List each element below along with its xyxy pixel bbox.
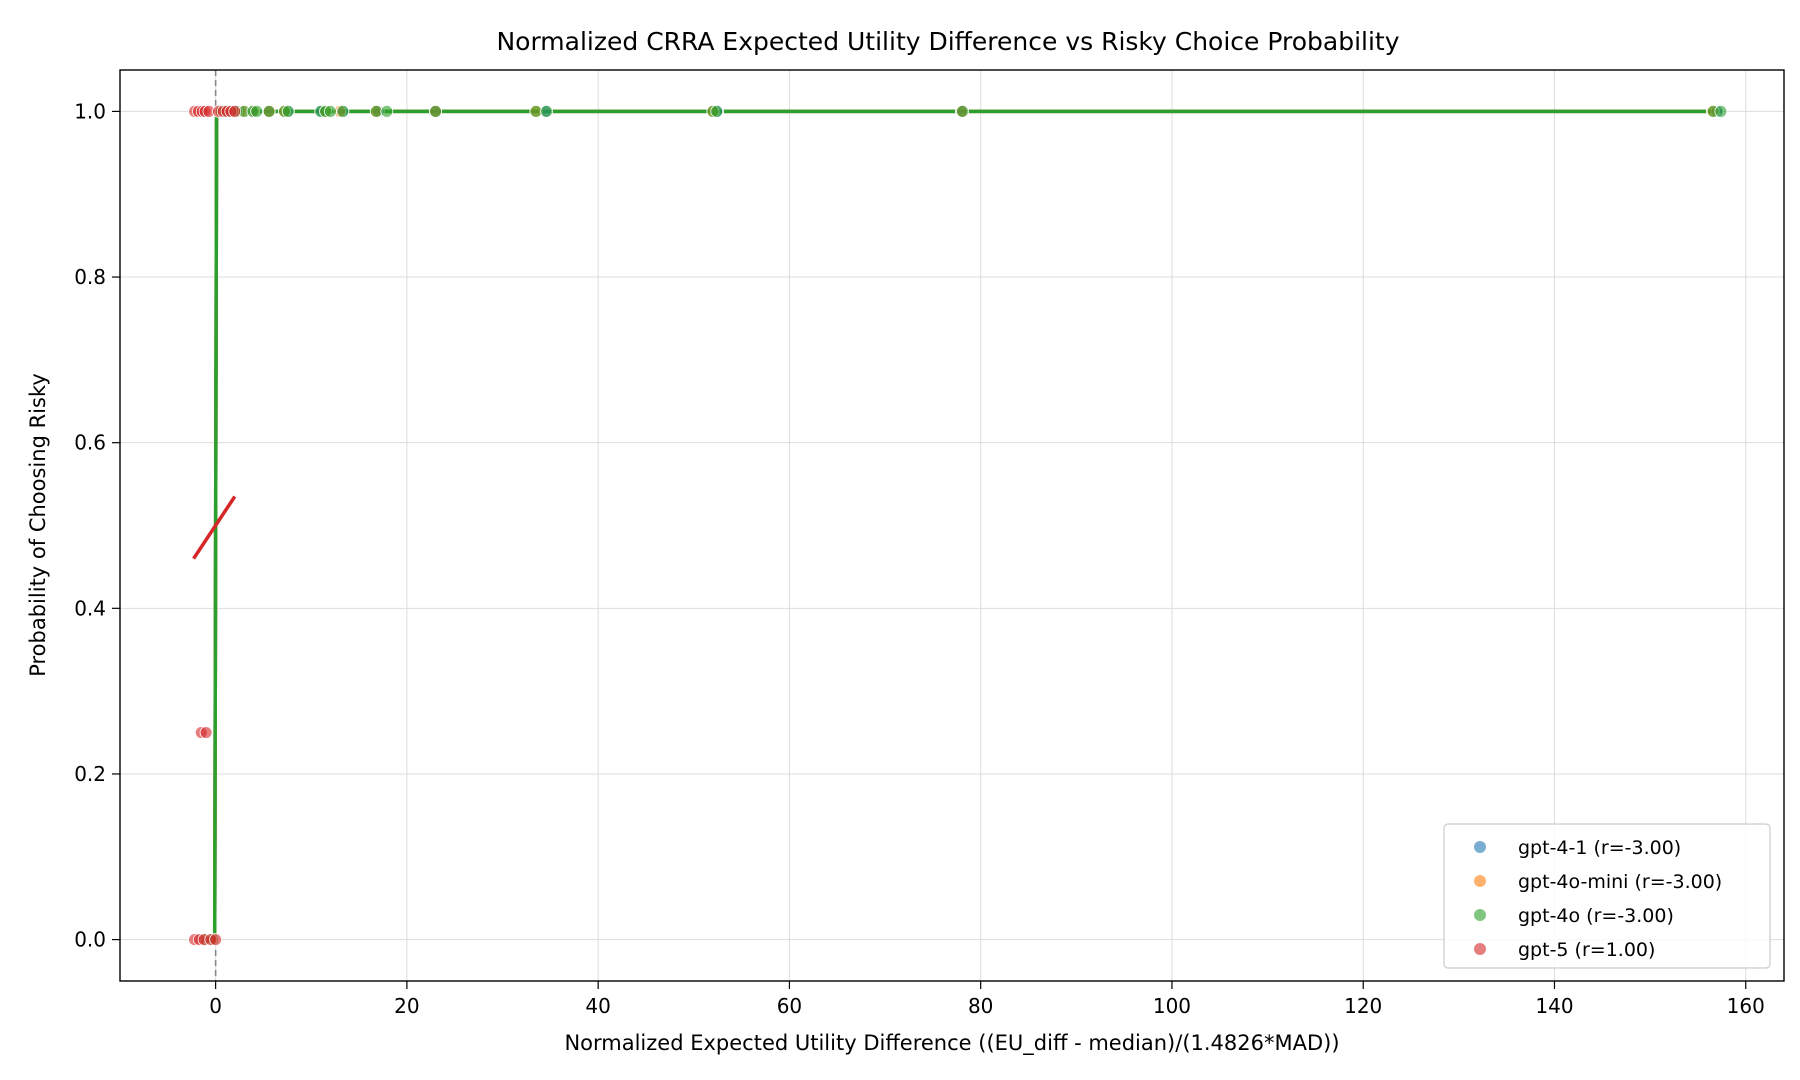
y-axis: 0.0 0.2 0.4 0.6 0.8 1.0 bbox=[74, 99, 120, 952]
y-tick-label: 0.4 bbox=[74, 596, 106, 620]
legend-label: gpt-4o-mini (r=-3.00) bbox=[1518, 871, 1722, 893]
fit-line bbox=[192, 495, 237, 560]
x-tick-label: 160 bbox=[1727, 994, 1765, 1018]
scatter-point bbox=[1714, 105, 1728, 118]
fit-line bbox=[211, 109, 1722, 942]
scatter-point bbox=[281, 105, 295, 118]
legend-box bbox=[1443, 823, 1771, 969]
fit-lines bbox=[192, 109, 1722, 942]
x-tick-label: 0 bbox=[209, 994, 222, 1018]
fit-line bbox=[211, 109, 1722, 942]
x-tick-label: 60 bbox=[777, 994, 802, 1018]
legend-label: gpt-4-1 (r=-3.00) bbox=[1518, 837, 1681, 859]
y-axis-label: Probability of Choosing Risky bbox=[26, 373, 50, 677]
legend-label: gpt-4o (r=-3.00) bbox=[1518, 905, 1674, 927]
x-axis: 0 20 40 60 80 100 120 140 160 bbox=[209, 981, 1765, 1018]
scatter-point bbox=[380, 105, 394, 118]
legend-marker bbox=[1474, 875, 1486, 887]
legend-marker bbox=[1474, 943, 1486, 955]
y-tick-label: 1.0 bbox=[74, 99, 106, 123]
legend-marker bbox=[1474, 841, 1486, 853]
legend-marker bbox=[1474, 909, 1486, 921]
legend-label: gpt-5 (r=1.00) bbox=[1518, 939, 1655, 961]
scatter-point bbox=[710, 105, 724, 118]
y-tick-label: 0.0 bbox=[74, 928, 106, 952]
fit-line bbox=[211, 109, 1722, 942]
plot-frame bbox=[119, 69, 1785, 982]
scatter-point bbox=[199, 726, 213, 739]
scatter-point bbox=[956, 105, 969, 118]
data-points bbox=[188, 105, 1728, 946]
x-tick-label: 40 bbox=[585, 994, 610, 1018]
scatter-point bbox=[262, 105, 276, 118]
scatter-point bbox=[429, 105, 442, 118]
x-axis-label: Normalized Expected Utility Difference (… bbox=[564, 1031, 1339, 1056]
legend: gpt-4-1 (r=-3.00) gpt-4o-mini (r=-3.00) gp… bbox=[1443, 823, 1771, 969]
scatter-point bbox=[336, 105, 350, 118]
chart-title: Normalized CRRA Expected Utility Differe… bbox=[496, 27, 1399, 56]
x-tick-label: 80 bbox=[968, 994, 993, 1018]
x-tick-label: 120 bbox=[1344, 994, 1382, 1018]
scatter-point bbox=[209, 933, 223, 946]
scatter-point bbox=[228, 105, 242, 118]
scatter-point bbox=[323, 105, 337, 118]
x-tick-label: 100 bbox=[1153, 994, 1191, 1018]
scatter-point bbox=[540, 105, 553, 118]
y-tick-label: 0.2 bbox=[74, 762, 106, 786]
scatter-point bbox=[250, 105, 264, 118]
y-tick-label: 0.6 bbox=[74, 431, 106, 455]
y-tick-label: 0.8 bbox=[74, 265, 106, 289]
x-tick-label: 140 bbox=[1535, 994, 1573, 1018]
x-tick-label: 20 bbox=[394, 994, 419, 1018]
